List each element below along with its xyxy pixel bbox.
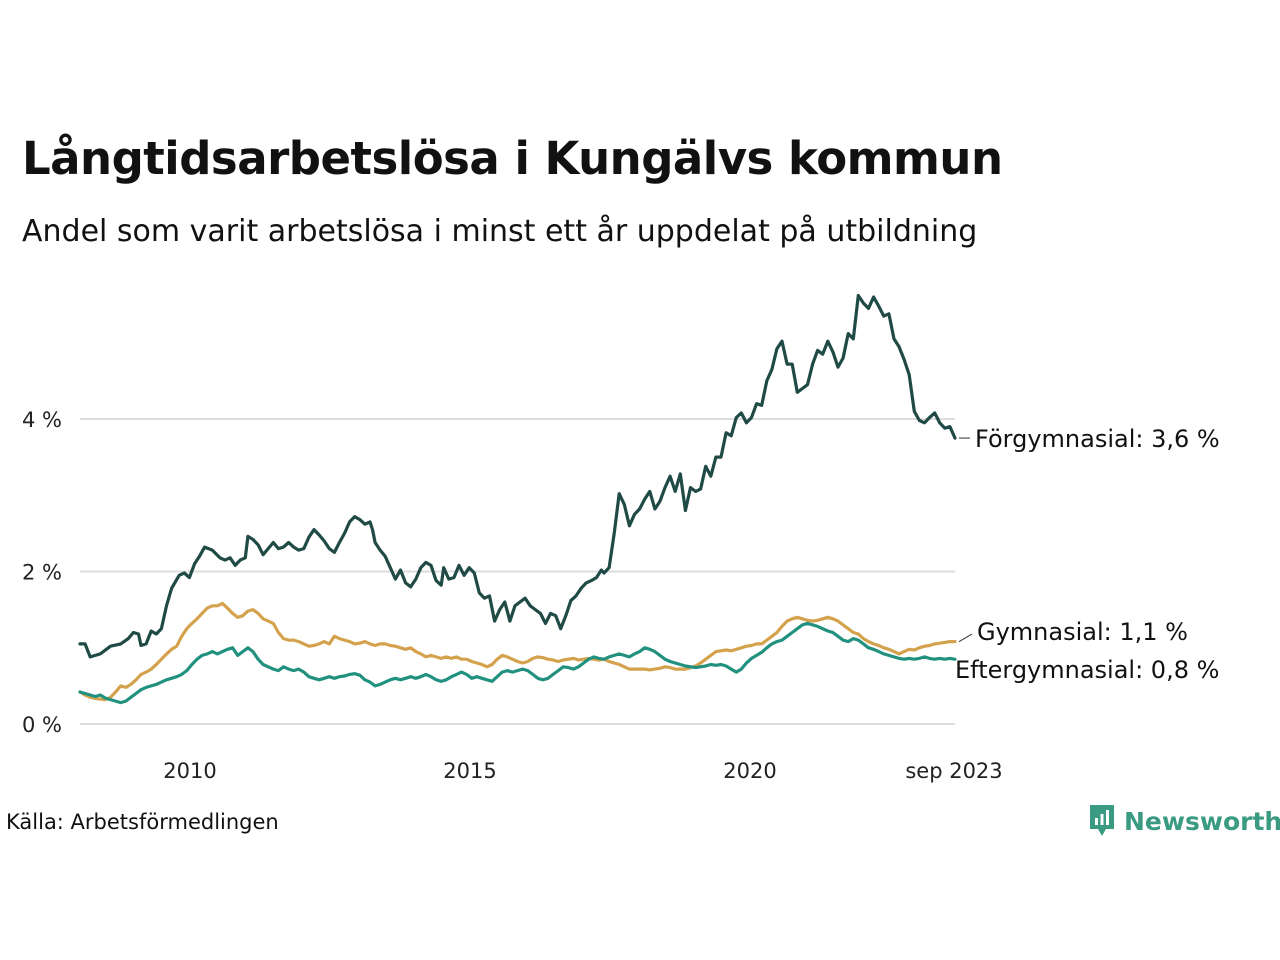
x-tick-label-1: 2015 <box>443 759 496 783</box>
series-line-gymnasial <box>78 601 957 702</box>
x-axis: 2010 2015 2020 sep 2023 <box>163 759 1002 783</box>
y-tick-label-0: 0 % <box>22 713 62 737</box>
x-tick-label-0: 2010 <box>163 759 216 783</box>
chart-subtitle: Andel som varit arbetslösa i minst ett å… <box>22 214 978 249</box>
end-label-gymnasial: Gymnasial: 1,1 % <box>977 618 1188 646</box>
end-label-forgymnasial: Förgymnasial: 3,6 % <box>975 425 1220 453</box>
brand-logo: Newsworthy <box>1088 803 1280 839</box>
y-axis: 0 % 2 % 4 % <box>22 408 62 737</box>
end-labels: Förgymnasial: 3,6 % Gymnasial: 1,1 % Eft… <box>955 425 1220 684</box>
grid-layer <box>80 418 955 725</box>
y-tick-label-2: 4 % <box>22 408 62 432</box>
chart-title: Långtidsarbetslösa i Kungälvs kommun <box>22 132 1003 185</box>
x-tick-label-3: sep 2023 <box>905 759 1002 783</box>
newsworthy-logo-icon <box>1090 805 1114 836</box>
source-note: Källa: Arbetsförmedlingen <box>6 810 279 834</box>
x-tick-label-2: 2020 <box>723 759 776 783</box>
leader-line-gymnasial <box>958 633 973 643</box>
y-tick-label-1: 2 % <box>22 561 62 585</box>
series-layer <box>78 293 957 705</box>
brand-name: Newsworthy <box>1124 806 1280 836</box>
series-line-eftergymnasial <box>78 621 957 705</box>
series-line-forgymnasial <box>78 293 957 659</box>
end-label-eftergymnasial: Eftergymnasial: 0,8 % <box>955 656 1219 684</box>
